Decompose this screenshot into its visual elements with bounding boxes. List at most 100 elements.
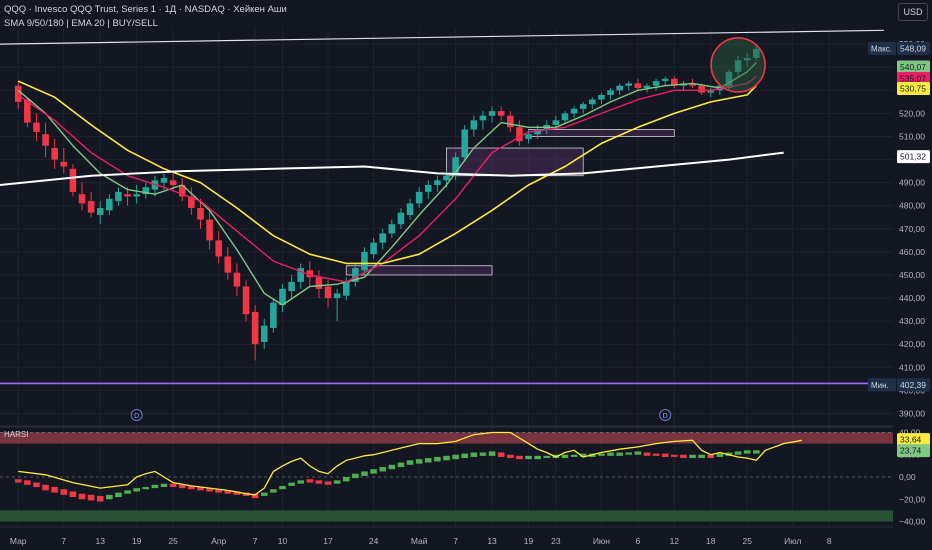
harsi-label: HARSI: [4, 430, 29, 439]
harsi-bar: [342, 477, 350, 482]
time-tick-label: 17: [323, 536, 333, 546]
harsi-bar: [260, 492, 268, 496]
sma9-line: [17, 62, 757, 306]
harsi-bar: [361, 471, 368, 476]
harsi-value-label-bg: [897, 433, 930, 447]
harsi-bar: [379, 466, 386, 472]
harsi-bar: [297, 480, 304, 484]
candle-body: [461, 129, 469, 158]
candle-body: [270, 302, 277, 329]
harsi-bar: [461, 453, 469, 459]
harsi-bar: [370, 469, 377, 474]
price-label-prefix-bg: [868, 42, 896, 56]
candle-body: [315, 277, 323, 289]
harsi-bar: [151, 484, 159, 489]
candle-body: [415, 191, 423, 204]
candle-body: [87, 201, 95, 213]
candle-body: [625, 83, 633, 86]
chart-title: QQQ · Invesco QQQ Trust, Series 1 · 1Д ·…: [4, 4, 287, 15]
dividend-marker-label: D: [134, 413, 139, 420]
candle-body: [552, 120, 560, 125]
harsi-bar: [315, 480, 323, 484]
candle-body: [689, 83, 696, 86]
trend-line: [0, 29, 884, 45]
candle-body: [324, 286, 332, 299]
harsi-bar: [470, 452, 478, 457]
dividend-marker: [659, 409, 672, 421]
candle-body: [516, 127, 523, 142]
harsi-bar: [115, 492, 122, 498]
harsi-bar: [607, 452, 614, 456]
harsi-bar: [306, 479, 314, 483]
harsi-bar: [188, 485, 195, 490]
harsi-bar: [215, 489, 222, 493]
candle-body: [634, 83, 642, 89]
harsi-bar: [753, 450, 760, 454]
harsi-tick-label: 0,00: [899, 472, 916, 482]
candle-body: [598, 94, 605, 100]
candle-body: [352, 268, 359, 282]
candle-body: [96, 208, 104, 215]
harsi-bar: [388, 464, 396, 470]
harsi-bar: [270, 489, 277, 493]
candle-body: [406, 203, 414, 215]
candles: [14, 46, 760, 361]
candle-body: [616, 85, 623, 91]
price-label-bg: [897, 81, 930, 95]
harsi-bar: [671, 454, 678, 457]
candle-body: [224, 256, 232, 273]
candle-body: [507, 115, 514, 128]
candle-body: [106, 198, 113, 211]
harsi-bar: [142, 487, 150, 490]
price-tick-label: 490,00: [899, 178, 925, 188]
candle-body: [133, 194, 140, 197]
candle-body: [661, 78, 669, 82]
candle-body: [470, 120, 478, 130]
highlight-circle: [710, 37, 766, 93]
sma180-line: [0, 151, 784, 186]
harsi-bar: [42, 484, 49, 491]
harsi-bar: [661, 453, 669, 457]
candle-body: [142, 187, 150, 195]
price-label: 402,39: [900, 380, 926, 390]
time-tick-label: 24: [369, 536, 379, 546]
price-tick-label: 430,00: [899, 316, 925, 326]
time-tick-label: 8: [827, 536, 832, 546]
harsi-bar: [625, 452, 633, 455]
harsi-bar: [197, 487, 204, 491]
candle-body: [397, 212, 405, 225]
harsi-bar: [233, 491, 241, 495]
candle-body: [169, 180, 177, 185]
price-label-bg: [897, 42, 930, 56]
harsi-bar: [133, 488, 140, 492]
time-tick-label: 25: [168, 536, 178, 546]
time-tick-label: Мар: [10, 536, 27, 546]
candle-body: [443, 175, 450, 181]
harsi-bar: [96, 495, 104, 502]
candle-body: [370, 242, 377, 255]
candle-body: [561, 113, 569, 121]
candle-body: [288, 281, 295, 292]
time-tick-label: 10: [278, 536, 288, 546]
candle-body: [69, 168, 77, 192]
zone-box: [528, 129, 675, 137]
harsi-bar: [87, 494, 95, 501]
price-tick-label: 480,00: [899, 201, 925, 211]
time-tick-label: Апр: [211, 536, 226, 546]
harsi-bar: [497, 452, 505, 457]
candle-body: [124, 194, 131, 197]
candle-body: [14, 85, 22, 102]
time-tick-label: 19: [132, 536, 142, 546]
indicators-legend[interactable]: SMA 9/50/180 | EMA 20 | BUY/SELL: [4, 18, 158, 29]
time-tick-label: 13: [487, 536, 497, 546]
harsi-bar: [415, 459, 423, 464]
price-label-bg: [897, 378, 930, 392]
harsi-bar: [707, 454, 715, 459]
price-tick-label: 390,00: [899, 408, 925, 418]
harsi-bar: [488, 451, 496, 456]
harsi-bar: [224, 490, 232, 494]
candle-body: [60, 161, 68, 167]
currency-button[interactable]: USD: [898, 3, 928, 21]
price-label-bg: [897, 72, 930, 86]
